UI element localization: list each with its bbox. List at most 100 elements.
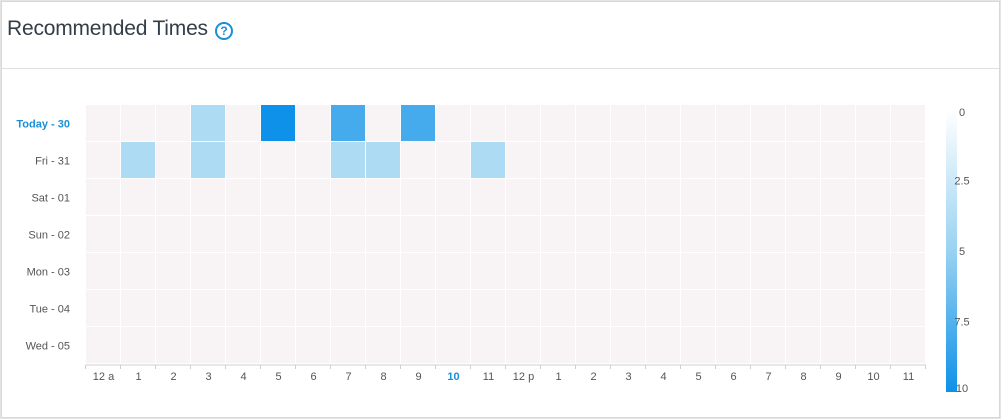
heatmap-cell[interactable]	[576, 216, 610, 252]
heatmap-cell[interactable]	[226, 142, 260, 178]
heatmap-cell[interactable]	[471, 179, 505, 215]
heatmap-cell[interactable]	[366, 253, 400, 289]
heatmap-cell[interactable]	[331, 142, 365, 178]
heatmap-cell[interactable]	[891, 327, 925, 363]
heatmap-cell[interactable]	[296, 142, 330, 178]
heatmap-cell[interactable]	[751, 253, 785, 289]
heatmap-cell[interactable]	[401, 142, 435, 178]
heatmap-cell[interactable]	[436, 290, 470, 326]
heatmap-cell[interactable]	[646, 105, 680, 141]
heatmap-cell[interactable]	[891, 179, 925, 215]
heatmap-cell[interactable]	[121, 253, 155, 289]
heatmap-cell[interactable]	[541, 253, 575, 289]
heatmap-cell[interactable]	[331, 216, 365, 252]
heatmap-cell[interactable]	[891, 290, 925, 326]
heatmap-cell[interactable]	[471, 105, 505, 141]
heatmap-cell[interactable]	[401, 105, 435, 141]
heatmap-cell[interactable]	[401, 327, 435, 363]
heatmap-cell[interactable]	[856, 327, 890, 363]
heatmap-cell[interactable]	[821, 290, 855, 326]
heatmap-cell[interactable]	[331, 327, 365, 363]
heatmap-cell[interactable]	[296, 216, 330, 252]
heatmap-cell[interactable]	[226, 253, 260, 289]
heatmap-cell[interactable]	[821, 179, 855, 215]
heatmap-cell[interactable]	[296, 327, 330, 363]
heatmap-cell[interactable]	[366, 179, 400, 215]
heatmap-cell[interactable]	[506, 179, 540, 215]
heatmap-cell[interactable]	[86, 105, 120, 141]
heatmap-cell[interactable]	[716, 253, 750, 289]
heatmap-cell[interactable]	[541, 216, 575, 252]
heatmap-cell[interactable]	[681, 105, 715, 141]
heatmap-cell[interactable]	[611, 216, 645, 252]
heatmap-cell[interactable]	[261, 179, 295, 215]
heatmap-cell[interactable]	[856, 142, 890, 178]
heatmap-cell[interactable]	[681, 327, 715, 363]
heatmap-cell[interactable]	[751, 179, 785, 215]
heatmap-cell[interactable]	[856, 105, 890, 141]
heatmap-cell[interactable]	[541, 142, 575, 178]
heatmap-cell[interactable]	[121, 327, 155, 363]
heatmap-cell[interactable]	[121, 290, 155, 326]
heatmap-cell[interactable]	[506, 253, 540, 289]
heatmap-cell[interactable]	[891, 253, 925, 289]
heatmap-cell[interactable]	[436, 253, 470, 289]
heatmap-cell[interactable]	[401, 179, 435, 215]
heatmap-cell[interactable]	[506, 105, 540, 141]
heatmap-cell[interactable]	[611, 179, 645, 215]
heatmap-cell[interactable]	[156, 105, 190, 141]
heatmap-cell[interactable]	[646, 253, 680, 289]
heatmap-cell[interactable]	[156, 179, 190, 215]
heatmap-cell[interactable]	[786, 179, 820, 215]
heatmap-cell[interactable]	[86, 142, 120, 178]
question-circle-icon[interactable]: ?	[215, 22, 233, 40]
heatmap-cell[interactable]	[646, 179, 680, 215]
heatmap-cell[interactable]	[156, 142, 190, 178]
heatmap-cell[interactable]	[296, 253, 330, 289]
heatmap-cell[interactable]	[296, 179, 330, 215]
heatmap-cell[interactable]	[366, 216, 400, 252]
heatmap-cell[interactable]	[646, 142, 680, 178]
heatmap-cell[interactable]	[191, 216, 225, 252]
heatmap-cell[interactable]	[576, 179, 610, 215]
heatmap-cell[interactable]	[471, 327, 505, 363]
heatmap-cell[interactable]	[261, 253, 295, 289]
heatmap-cell[interactable]	[786, 290, 820, 326]
heatmap-cell[interactable]	[436, 105, 470, 141]
heatmap-cell[interactable]	[366, 142, 400, 178]
heatmap-cell[interactable]	[226, 179, 260, 215]
heatmap-cell[interactable]	[191, 253, 225, 289]
heatmap-cell[interactable]	[156, 290, 190, 326]
heatmap-cell[interactable]	[751, 327, 785, 363]
heatmap-cell[interactable]	[576, 105, 610, 141]
heatmap-cell[interactable]	[261, 290, 295, 326]
heatmap-cell[interactable]	[646, 327, 680, 363]
heatmap-cell[interactable]	[401, 290, 435, 326]
heatmap-cell[interactable]	[891, 142, 925, 178]
heatmap-cell[interactable]	[86, 216, 120, 252]
heatmap-cell[interactable]	[821, 216, 855, 252]
heatmap-cell[interactable]	[86, 327, 120, 363]
heatmap-cell[interactable]	[786, 327, 820, 363]
heatmap-cell[interactable]	[716, 290, 750, 326]
heatmap-cell[interactable]	[786, 105, 820, 141]
heatmap-cell[interactable]	[471, 142, 505, 178]
heatmap-cell[interactable]	[506, 290, 540, 326]
heatmap-cell[interactable]	[366, 327, 400, 363]
heatmap-cell[interactable]	[261, 327, 295, 363]
heatmap-cell[interactable]	[506, 327, 540, 363]
heatmap-cell[interactable]	[366, 105, 400, 141]
heatmap-cell[interactable]	[821, 327, 855, 363]
heatmap-cell[interactable]	[751, 216, 785, 252]
heatmap-cell[interactable]	[366, 290, 400, 326]
heatmap-cell[interactable]	[751, 142, 785, 178]
heatmap-cell[interactable]	[611, 105, 645, 141]
heatmap-cell[interactable]	[611, 290, 645, 326]
heatmap-cell[interactable]	[611, 253, 645, 289]
heatmap-cell[interactable]	[226, 105, 260, 141]
heatmap-cell[interactable]	[191, 327, 225, 363]
heatmap-cell[interactable]	[86, 253, 120, 289]
heatmap-cell[interactable]	[856, 179, 890, 215]
heatmap-cell[interactable]	[226, 327, 260, 363]
heatmap-cell[interactable]	[681, 142, 715, 178]
